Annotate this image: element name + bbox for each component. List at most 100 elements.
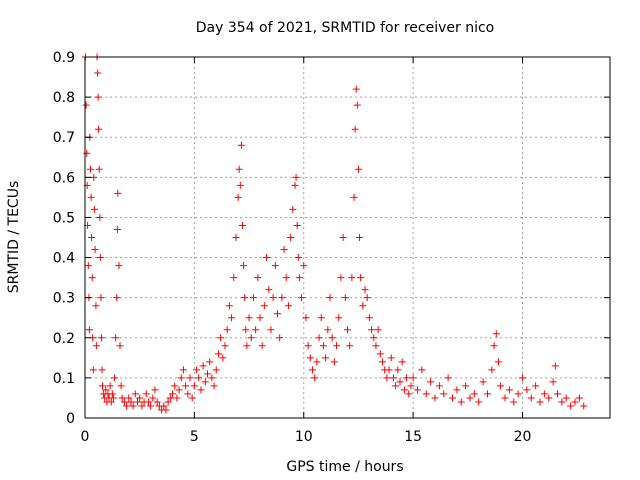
data-point-marker	[306, 354, 314, 362]
y-tick-label: 0.1	[53, 371, 75, 387]
data-point-marker	[309, 366, 316, 374]
data-point-marker	[88, 274, 96, 282]
data-points	[81, 53, 588, 414]
data-point-marker	[223, 326, 231, 334]
data-point-marker	[350, 193, 358, 201]
data-point-marker	[230, 274, 238, 282]
x-tick-label: 0	[81, 429, 90, 445]
data-point-marker	[479, 378, 487, 386]
data-point-marker	[164, 398, 172, 406]
data-point-marker	[389, 374, 397, 382]
tick-labels: 0 0.1 0.2 0.3 0.4 0.5 0.6 0.7 0.8 0.9 0 5 10 15 20	[53, 50, 532, 445]
data-point-marker	[300, 262, 308, 270]
data-point-marker	[352, 85, 360, 93]
data-point-marker	[210, 382, 218, 390]
x-tick-label: 10	[295, 429, 313, 445]
data-point-marker	[361, 286, 369, 294]
data-point-marker	[313, 358, 321, 366]
data-point-marker	[475, 398, 483, 406]
data-point-marker	[492, 330, 500, 338]
data-point-marker	[278, 294, 286, 302]
data-point-marker	[151, 386, 159, 394]
data-point-marker	[418, 366, 426, 374]
data-point-marker	[289, 205, 297, 213]
data-point-marker	[341, 294, 349, 302]
data-point-marker	[551, 362, 559, 370]
data-point-marker	[190, 382, 198, 390]
y-tick-label: 0.9	[53, 50, 75, 66]
data-point-marker	[96, 213, 104, 221]
data-point-marker	[204, 370, 211, 378]
data-point-marker	[466, 394, 474, 402]
data-point-marker	[403, 374, 411, 382]
data-point-marker	[131, 390, 139, 398]
data-point-marker	[328, 334, 336, 342]
data-point-marker	[265, 286, 273, 294]
data-point-marker	[505, 386, 513, 394]
data-point-marker	[562, 394, 570, 402]
data-point-marker	[171, 382, 179, 390]
data-point-marker	[293, 221, 301, 229]
data-point-marker	[431, 394, 439, 402]
data-point-marker	[453, 386, 461, 394]
data-point-marker	[379, 358, 386, 366]
data-point-marker	[365, 314, 373, 322]
y-tick-label: 0.8	[53, 90, 75, 106]
data-point-marker	[274, 310, 281, 318]
data-point-marker	[243, 342, 251, 350]
data-point-marker	[92, 342, 100, 350]
data-point-marker	[91, 246, 99, 254]
data-point-marker	[354, 165, 362, 173]
data-point-marker	[571, 398, 579, 406]
y-tick-label: 0.3	[53, 291, 75, 307]
data-point-marker	[271, 262, 279, 270]
data-point-marker	[242, 326, 250, 334]
data-point-marker	[112, 334, 120, 342]
data-point-marker	[125, 394, 133, 402]
data-point-marker	[510, 398, 518, 406]
data-point-marker	[532, 382, 540, 390]
data-point-marker	[111, 374, 119, 382]
data-point-marker	[115, 262, 123, 270]
data-point-marker	[324, 326, 332, 334]
data-point-marker	[337, 274, 345, 282]
gridlines	[85, 57, 610, 418]
data-point-marker	[149, 394, 157, 402]
data-point-marker	[89, 366, 97, 374]
data-point-marker	[330, 358, 338, 366]
data-point-marker	[182, 382, 190, 390]
data-point-marker	[400, 386, 408, 394]
data-point-marker	[102, 386, 110, 394]
data-point-marker	[92, 302, 100, 310]
data-point-marker	[82, 101, 90, 109]
data-point-marker	[138, 402, 146, 410]
data-point-marker	[127, 398, 135, 406]
data-point-marker	[208, 374, 216, 382]
data-point-marker	[258, 342, 266, 350]
data-point-marker	[351, 125, 359, 133]
data-point-marker	[315, 334, 323, 342]
data-point-marker	[536, 398, 544, 406]
data-point-marker	[118, 394, 126, 402]
data-point-marker	[398, 358, 406, 366]
x-tick-label: 5	[190, 429, 199, 445]
data-point-marker	[322, 354, 330, 362]
data-point-marker	[545, 394, 553, 402]
data-point-marker	[554, 390, 561, 398]
data-point-marker	[414, 386, 421, 394]
data-point-marker	[97, 294, 105, 302]
data-point-marker	[201, 378, 209, 386]
data-point-marker	[287, 234, 295, 241]
data-point-marker	[359, 302, 367, 310]
data-point-marker	[383, 374, 391, 382]
data-point-marker	[462, 382, 470, 390]
data-point-marker	[387, 354, 395, 362]
y-tick-label: 0.4	[53, 251, 75, 267]
data-point-marker	[280, 246, 288, 254]
data-point-marker	[84, 262, 92, 270]
data-point-marker	[85, 326, 93, 334]
data-point-marker	[144, 398, 152, 406]
data-point-marker	[239, 221, 246, 229]
data-point-marker	[88, 234, 96, 241]
